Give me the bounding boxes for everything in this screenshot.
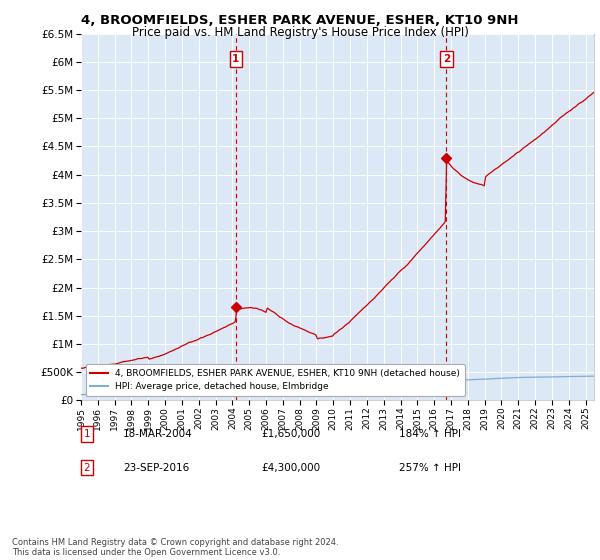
Text: 23-SEP-2016: 23-SEP-2016 — [123, 463, 189, 473]
Legend: 4, BROOMFIELDS, ESHER PARK AVENUE, ESHER, KT10 9NH (detached house), HPI: Averag: 4, BROOMFIELDS, ESHER PARK AVENUE, ESHER… — [86, 365, 464, 396]
Text: 2: 2 — [443, 54, 450, 64]
Text: 1: 1 — [232, 54, 239, 64]
Text: 2: 2 — [83, 463, 91, 473]
Text: Price paid vs. HM Land Registry's House Price Index (HPI): Price paid vs. HM Land Registry's House … — [131, 26, 469, 39]
Text: Contains HM Land Registry data © Crown copyright and database right 2024.
This d: Contains HM Land Registry data © Crown c… — [12, 538, 338, 557]
Text: 184% ↑ HPI: 184% ↑ HPI — [399, 429, 461, 439]
Text: 257% ↑ HPI: 257% ↑ HPI — [399, 463, 461, 473]
Text: £1,650,000: £1,650,000 — [261, 429, 320, 439]
Text: £4,300,000: £4,300,000 — [261, 463, 320, 473]
Text: 18-MAR-2004: 18-MAR-2004 — [123, 429, 193, 439]
Text: 1: 1 — [83, 429, 91, 439]
Text: 4, BROOMFIELDS, ESHER PARK AVENUE, ESHER, KT10 9NH: 4, BROOMFIELDS, ESHER PARK AVENUE, ESHER… — [81, 14, 519, 27]
